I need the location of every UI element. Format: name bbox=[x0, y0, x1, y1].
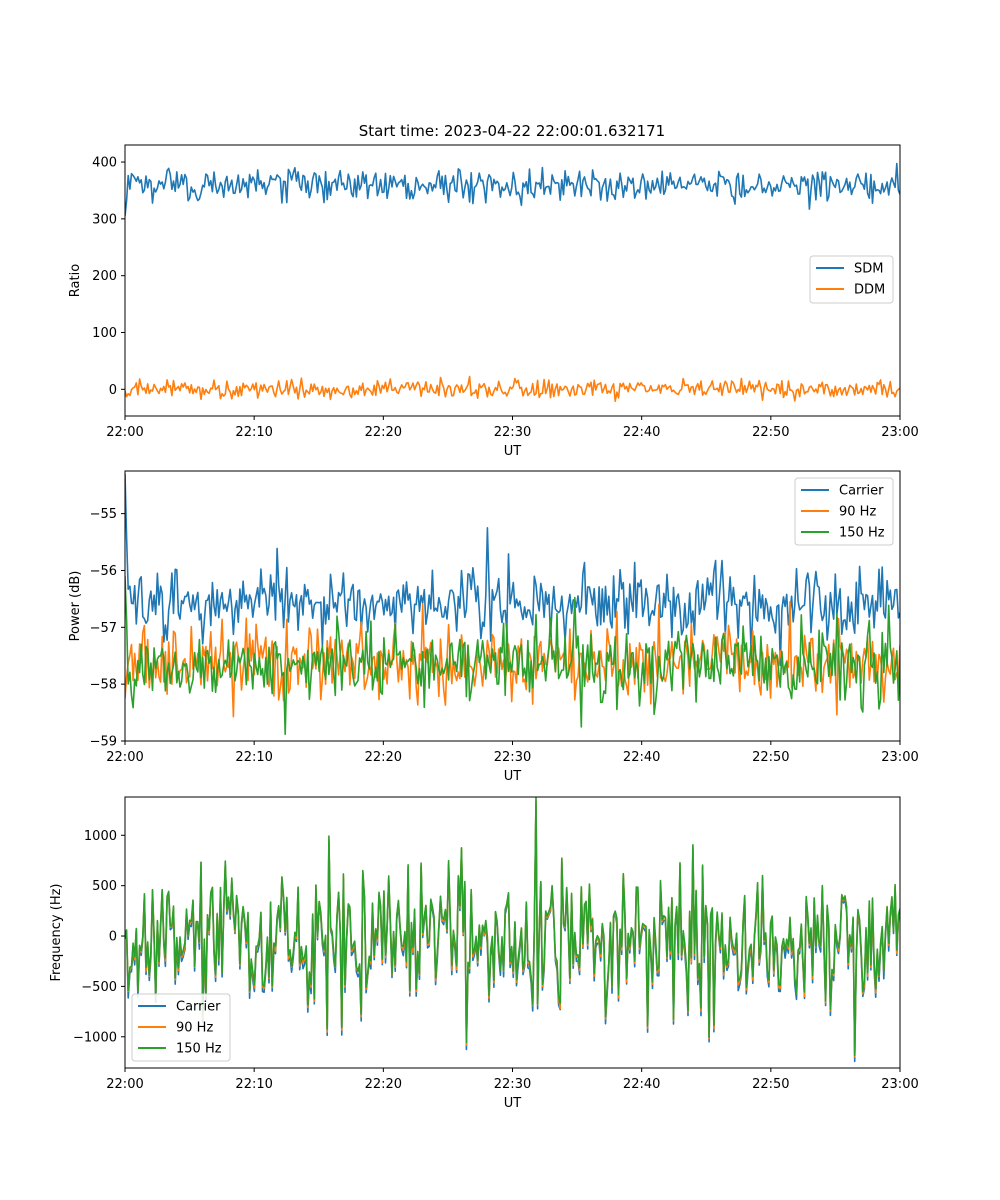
x-tick-label: 22:20 bbox=[365, 1077, 402, 1092]
x-tick-label: 22:40 bbox=[623, 425, 660, 440]
x-tick-label: 22:30 bbox=[494, 1077, 531, 1092]
series-line-150-hz bbox=[125, 576, 900, 736]
x-tick-label: 22:10 bbox=[235, 750, 272, 765]
y-tick-label: −1000 bbox=[73, 1030, 117, 1045]
legend: SDM DDM bbox=[809, 255, 894, 304]
y-tick-label: 100 bbox=[92, 326, 117, 341]
legend-entry: Carrier bbox=[176, 1000, 221, 1015]
x-tick-label: 23:00 bbox=[881, 750, 918, 765]
panel-2: 22:00 22:10 22:20 22:30 22:40 22:50 23:00 −55 −5… bbox=[68, 470, 919, 784]
x-tick-label: 23:00 bbox=[881, 425, 918, 440]
series-line-carrier bbox=[125, 473, 900, 667]
series-line-ddm bbox=[125, 375, 900, 403]
x-axis-label: UT bbox=[504, 1096, 522, 1111]
x-tick-label: 22:00 bbox=[106, 750, 143, 765]
panel-1: 22:00 22:10 22:20 22:30 22:40 22:50 23:00 0 100 2… bbox=[68, 144, 919, 459]
legend-entry: 90 Hz bbox=[176, 1021, 213, 1036]
y-tick-label: 0 bbox=[109, 930, 117, 945]
x-tick-label: 22:10 bbox=[235, 425, 272, 440]
legend-entry: 150 Hz bbox=[839, 526, 885, 541]
x-tick-label: 22:40 bbox=[623, 1077, 660, 1092]
x-tick-label: 22:20 bbox=[365, 425, 402, 440]
x-axis-label: UT bbox=[504, 769, 522, 784]
y-tick-label: −500 bbox=[81, 980, 117, 995]
x-tick-label: 22:50 bbox=[752, 750, 789, 765]
series-group bbox=[125, 162, 900, 403]
panels: 22:00 22:10 22:20 22:30 22:40 22:50 23:00 0 100 2… bbox=[49, 144, 919, 1111]
series-line-sdm bbox=[125, 162, 900, 217]
y-tick-label: −59 bbox=[90, 735, 117, 750]
y-tick-label: 300 bbox=[92, 212, 117, 227]
y-tick-label: −58 bbox=[90, 678, 117, 693]
y-axis-label: Ratio bbox=[68, 264, 83, 297]
legend: Carrier 90 Hz 150 Hz bbox=[131, 993, 231, 1062]
legend-box bbox=[794, 477, 894, 546]
x-tick-label: 22:30 bbox=[494, 750, 531, 765]
legend-entry: 90 Hz bbox=[839, 505, 876, 520]
legend-entry: SDM bbox=[854, 262, 883, 277]
y-tick-label: −55 bbox=[90, 507, 117, 522]
legend: Carrier 90 Hz 150 Hz bbox=[794, 477, 894, 546]
y-tick-label: 1000 bbox=[84, 829, 117, 844]
series-line-150-hz bbox=[125, 797, 900, 1057]
x-tick-label: 22:20 bbox=[365, 750, 402, 765]
y-axis-label: Power (dB) bbox=[68, 571, 83, 642]
x-tick-label: 22:10 bbox=[235, 1077, 272, 1092]
y-tick-label: −57 bbox=[90, 621, 117, 636]
x-tick-label: 22:00 bbox=[106, 1077, 143, 1092]
x-tick-label: 22:00 bbox=[106, 425, 143, 440]
legend-entry: DDM bbox=[854, 283, 885, 298]
legend-entry: Carrier bbox=[839, 484, 884, 499]
y-tick-label: 200 bbox=[92, 269, 117, 284]
y-axis-label: Frequency (Hz) bbox=[49, 883, 64, 981]
x-tick-label: 22:50 bbox=[752, 1077, 789, 1092]
series-group bbox=[125, 797, 900, 1063]
x-tick-label: 22:30 bbox=[494, 425, 531, 440]
series-group bbox=[125, 473, 900, 736]
y-tick-label: 500 bbox=[92, 879, 117, 894]
y-tick-label: 400 bbox=[92, 156, 117, 171]
figure-title: Start time: 2023-04-22 22:00:01.632171 bbox=[359, 122, 665, 140]
panel-3: 22:00 22:10 22:20 22:30 22:40 22:50 23:00 1000 5… bbox=[49, 796, 919, 1111]
legend-entry: 150 Hz bbox=[176, 1042, 222, 1057]
x-tick-label: 22:50 bbox=[752, 425, 789, 440]
x-tick-label: 22:40 bbox=[623, 750, 660, 765]
y-tick-label: −56 bbox=[90, 564, 117, 579]
x-tick-label: 23:00 bbox=[881, 1077, 918, 1092]
legend-box bbox=[131, 993, 231, 1062]
x-axis-label: UT bbox=[504, 444, 522, 459]
y-tick-label: 0 bbox=[109, 383, 117, 398]
